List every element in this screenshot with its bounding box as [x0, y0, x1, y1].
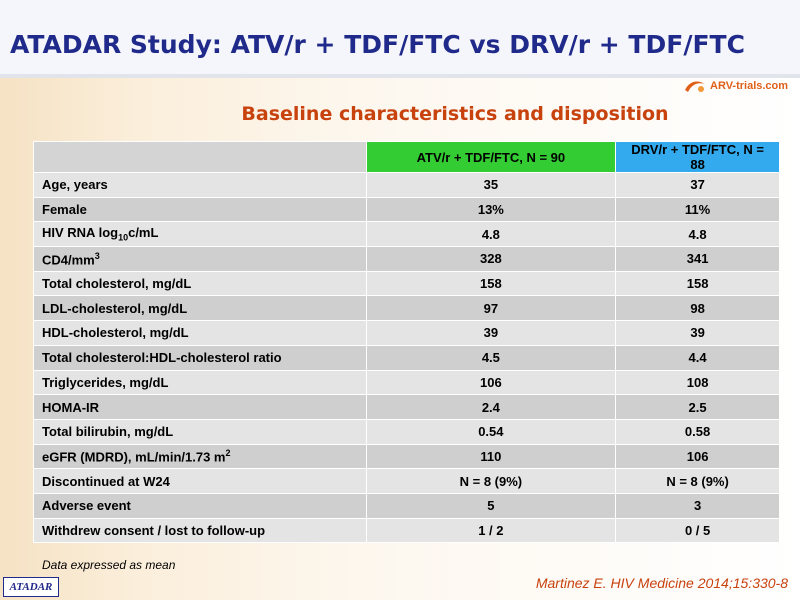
row-label: eGFR (MDRD), mL/min/1.73 m2 — [33, 443, 367, 470]
table-row: Total bilirubin, mg/dL 0.54 0.58 — [33, 418, 780, 445]
table-row: Female 13% 11% — [33, 196, 780, 223]
table-row: HDL-cholesterol, mg/dL 39 39 — [33, 320, 780, 346]
row-label-text: Adverse event — [42, 498, 131, 514]
cell-drv: 341 — [615, 246, 780, 272]
row-label: Discontinued at W24 — [33, 468, 367, 494]
cell-atv: 1 / 2 — [365, 517, 617, 544]
row-label: Adverse event — [33, 492, 367, 519]
cell-drv: 11% — [615, 196, 780, 223]
cell-drv: 4.4 — [615, 344, 780, 371]
row-label-text: Triglycerides, mg/dL — [42, 374, 169, 390]
row-label: Total bilirubin, mg/dL — [33, 418, 367, 445]
cell-atv: 0.54 — [365, 418, 617, 445]
row-label-text: HIV RNA log — [42, 225, 119, 241]
study-badge: ATADAR — [3, 577, 59, 597]
logo-text: ARV-trials.com — [710, 80, 789, 92]
cell-drv: 0.58 — [615, 418, 780, 445]
cell-drv: 98 — [615, 295, 780, 322]
cell-drv: 106 — [615, 443, 780, 470]
row-label: Total cholesterol, mg/dL — [33, 270, 367, 297]
row-label-text: LDL-cholesterol, mg/dL — [42, 300, 188, 316]
row-label-text: Female — [42, 202, 87, 218]
row-label-superscript: 2 — [225, 448, 231, 459]
row-label: Total cholesterol:HDL-cholesterol ratio — [33, 344, 367, 371]
table-row: HOMA-IR 2.4 2.5 — [33, 394, 780, 420]
header-blank-cell — [33, 141, 367, 173]
row-label: Triglycerides, mg/dL — [33, 369, 367, 396]
row-label: HIV RNA log10c/mL — [33, 221, 367, 248]
row-label-text: Total cholesterol:HDL-cholesterol ratio — [42, 350, 282, 366]
header-divider — [0, 74, 800, 78]
cell-atv: 13% — [365, 196, 617, 223]
row-label: HDL-cholesterol, mg/dL — [33, 320, 367, 346]
cell-atv: 106 — [365, 369, 617, 396]
cell-atv: 35 — [365, 172, 617, 198]
row-label-text: HDL-cholesterol, mg/dL — [42, 325, 189, 341]
cell-atv: 2.4 — [365, 394, 617, 420]
row-label: Female — [33, 196, 367, 223]
header-atv-arm: ATV/r + TDF/FTC, N = 90 — [365, 141, 617, 173]
table-row: Withdrew consent / lost to follow-up 1 / … — [33, 517, 780, 544]
row-label-text: Withdrew consent / lost to follow-up — [42, 522, 266, 538]
table-row: Total cholesterol:HDL-cholesterol ratio 4… — [33, 344, 780, 371]
cell-drv: 4.8 — [615, 221, 780, 248]
table-row: Age, years 35 37 — [33, 172, 780, 198]
row-label-subscript: 10 — [118, 233, 129, 244]
cell-atv: 97 — [365, 295, 617, 322]
arv-trials-logo[interactable]: ARV-trials.com — [684, 78, 788, 94]
footnote: Data expressed as mean — [42, 558, 176, 572]
table-row: LDL-cholesterol, mg/dL 97 98 — [33, 295, 780, 322]
cell-atv: 110 — [365, 443, 617, 470]
cell-atv: 158 — [365, 270, 617, 297]
row-label-text: Age, years — [42, 177, 108, 193]
slide-title: ATADAR Study: ATV/r + TDF/FTC vs DRV/r +… — [10, 30, 745, 59]
table-row: Triglycerides, mg/dL 106 108 — [33, 369, 780, 396]
cell-drv: 37 — [615, 172, 780, 198]
cell-drv: 0 / 5 — [615, 517, 780, 544]
header-drv-arm: DRV/r + TDF/FTC, N = 88 — [615, 141, 780, 173]
cell-drv: N = 8 (9%) — [615, 468, 780, 494]
cell-atv: 328 — [365, 246, 617, 272]
row-label: LDL-cholesterol, mg/dL — [33, 295, 367, 322]
cell-atv: 4.8 — [365, 221, 617, 248]
row-label-suffix: c/mL — [128, 225, 159, 241]
table-row: Discontinued at W24 N = 8 (9%) N = 8 (9%) — [33, 468, 780, 494]
cell-atv: N = 8 (9%) — [365, 468, 617, 494]
table-row: Adverse event 5 3 — [33, 492, 780, 519]
row-label: HOMA-IR — [33, 394, 367, 420]
row-label-text: Total cholesterol, mg/dL — [42, 276, 192, 292]
cell-drv: 108 — [615, 369, 780, 396]
table-body: Age, years 35 37 Female 13% 11% HIV RNA log10c… — [33, 172, 780, 544]
cell-drv: 39 — [615, 320, 780, 346]
header-band — [0, 0, 800, 78]
slide-subtitle: Baseline characteristics and disposition — [241, 103, 669, 125]
swoosh-icon — [685, 81, 705, 92]
row-label-text: CD4/mm — [42, 252, 95, 268]
row-label-text: eGFR (MDRD), mL/min/1.73 m — [42, 449, 226, 465]
cell-atv: 39 — [365, 320, 617, 346]
table-header-row: ATV/r + TDF/FTC, N = 90 DRV/r + TDF/FTC,… — [33, 141, 780, 173]
baseline-table: ATV/r + TDF/FTC, N = 90 DRV/r + TDF/FTC,… — [33, 141, 780, 544]
citation: Martinez E. HIV Medicine 2014;15:330-8 — [535, 575, 788, 591]
row-label-text: Total bilirubin, mg/dL — [42, 424, 174, 440]
cell-drv: 158 — [615, 270, 780, 297]
cell-atv: 4.5 — [365, 344, 617, 371]
cell-atv: 5 — [365, 492, 617, 519]
row-label: CD4/mm3 — [33, 246, 367, 272]
table-row: HIV RNA log10c/mL 4.8 4.8 — [33, 221, 780, 248]
row-label: Age, years — [33, 172, 367, 198]
table-row: eGFR (MDRD), mL/min/1.73 m2 110 106 — [33, 443, 780, 470]
row-label: Withdrew consent / lost to follow-up — [33, 517, 367, 544]
row-label-text: Discontinued at W24 — [42, 473, 170, 489]
cell-drv: 3 — [615, 492, 780, 519]
row-label-superscript: 3 — [94, 250, 100, 261]
table-row: Total cholesterol, mg/dL 158 158 — [33, 270, 780, 297]
cell-drv: 2.5 — [615, 394, 780, 420]
table-row: CD4/mm3 328 341 — [33, 246, 780, 272]
row-label-text: HOMA-IR — [42, 399, 100, 415]
